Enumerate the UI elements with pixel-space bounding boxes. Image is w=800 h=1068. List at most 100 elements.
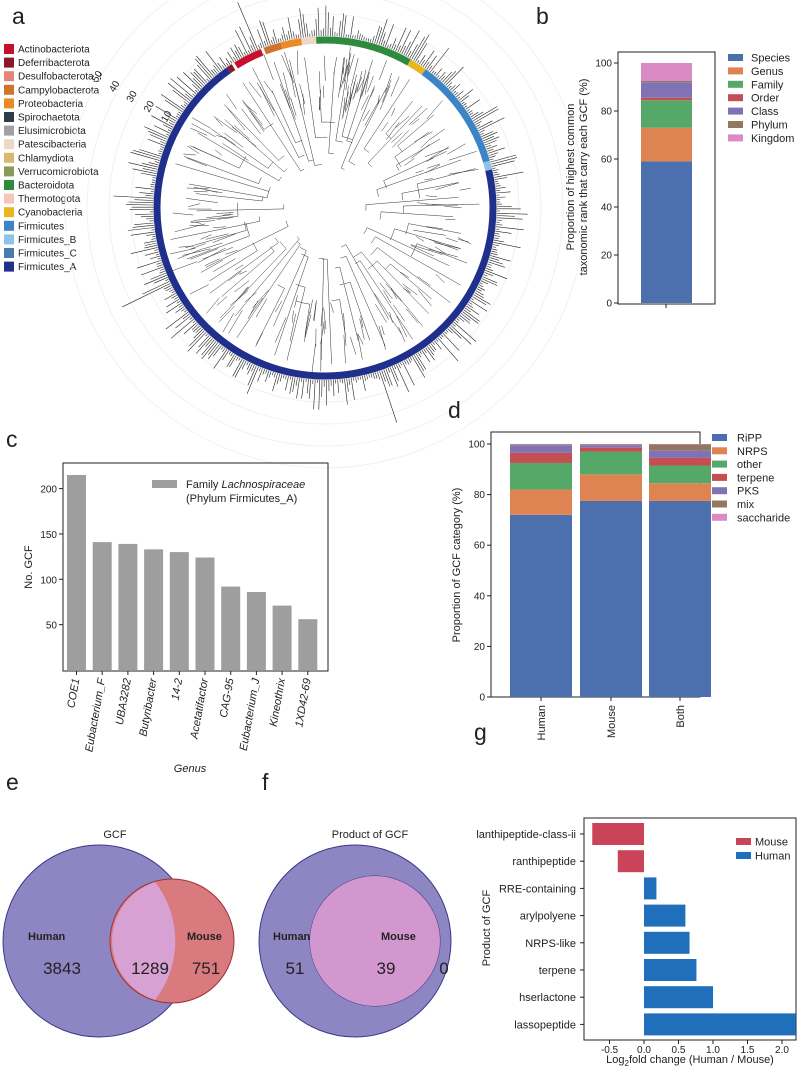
bar-arylpolyene	[644, 904, 686, 927]
legend-swatch-saccharide	[712, 513, 727, 521]
radial-tick-label: 20	[142, 99, 157, 115]
x-tick-label-coe1: COE1	[65, 677, 82, 709]
bar-both-terpene	[649, 457, 711, 466]
legend-label-order: Order	[751, 93, 779, 105]
bar-human-nrps	[510, 489, 572, 515]
y-tick-label: 100	[468, 440, 485, 451]
bar-acetatifactor	[195, 557, 215, 670]
legend-swatch-order	[728, 94, 743, 102]
y-axis-label: Proportion of GCF category (%)	[451, 488, 463, 643]
bar-human-mix	[510, 444, 572, 446]
y-tick-label: 50	[46, 621, 58, 632]
x-tick-label-uba3282: UBA3282	[114, 677, 134, 725]
bar-1xd42-69	[298, 619, 318, 670]
legend-swatch-human	[736, 852, 751, 859]
bar-segment-species	[641, 161, 692, 303]
legend-label-verrucomicrobiota: Verrucomicrobiota	[18, 167, 99, 178]
bar-ranthipeptide	[617, 850, 644, 873]
panel-a: a Actinobacteriota Deferribacterota Desulfo…	[4, 0, 586, 469]
bar-segment-phylum	[641, 81, 692, 83]
legend-label-pks: PKS	[737, 486, 759, 498]
venn-count-intersection: 1289	[131, 959, 169, 978]
bar-both-pks	[649, 450, 711, 458]
legend-swatch-firmicutes	[4, 220, 14, 231]
bar-hserlactone	[644, 986, 713, 1009]
x-tick-label-1xd42-69: 1XD42-69	[293, 677, 313, 728]
legend-swatch-chlamydiota	[4, 152, 14, 163]
bar-segment-genus	[641, 127, 692, 162]
legend-label-human: Human	[755, 851, 790, 863]
legend-label-firmicutes-a: Firmicutes_A	[18, 262, 77, 273]
bar-both-mix	[649, 444, 711, 451]
venn-intersection	[112, 882, 176, 1000]
legend-label-proteobacteria: Proteobacteria	[18, 99, 83, 110]
y-tick-label: 60	[474, 541, 486, 552]
legend-label-saccharide: saccharide	[737, 512, 790, 524]
radial-ring	[152, 35, 498, 381]
panel-d: d 0 20 40 60 80 100 Human Mouse Both RiPPNRPSother…	[448, 397, 790, 740]
bar-segment-kingdom	[641, 63, 692, 81]
bar-mouse-ripp	[580, 500, 642, 697]
x-axis-label-log: Log	[606, 1054, 624, 1066]
legend-label-species: Species	[751, 53, 791, 65]
y-axis-label: Proportion of highest commontaxonomic ra…	[565, 79, 590, 276]
venn-count-mouse-only: 751	[192, 959, 220, 978]
bar-rre-containing	[644, 877, 657, 900]
legend-label-thermotogota: Thermotogota	[18, 194, 81, 205]
panel-c: c 50 100 150 200 COE1 Eubacterium_F UBA3282 Buty…	[6, 426, 329, 775]
bar-nrps-like	[644, 931, 690, 954]
bar-mouse-nrps	[580, 474, 642, 501]
bar-mouse-terpene	[580, 447, 642, 452]
plot-frame	[583, 817, 797, 1041]
x-tick-label-cag-95: CAG-95	[218, 677, 237, 719]
y-tick-label: 100	[40, 575, 57, 586]
legend-label-line2: (Phylum Firmicutes_A)	[186, 493, 297, 505]
legend-swatch-kingdom	[728, 134, 743, 142]
panel-label-b: b	[536, 3, 549, 29]
legend-label-chlamydiota: Chlamydiota	[18, 153, 74, 164]
venn-count-mouse-only: 0	[439, 959, 448, 978]
radial-ring	[108, 0, 542, 425]
x-tick-label-mouse: Mouse	[606, 705, 618, 738]
x-axis-label-sub: 2	[624, 1059, 629, 1068]
x-tick-label-acetatifactor: Acetatifactor	[188, 676, 211, 741]
legend-label-desulfobacterota-i: Desulfobacterota_I	[18, 72, 102, 83]
y-tick-label: 150	[40, 530, 57, 541]
legend-label-cyanobacteria: Cyanobacteria	[18, 208, 83, 219]
bar-segment-order	[641, 97, 692, 101]
x-axis-label: Genus	[174, 763, 207, 775]
bar-cag-95	[221, 586, 241, 670]
bar-mouse-mix	[580, 444, 642, 446]
legend-label-firmicutes: Firmicutes	[18, 221, 64, 232]
venn-set-label-mouse: Mouse	[187, 931, 222, 943]
legend-label-deferribacterota: Deferribacterota	[18, 58, 90, 69]
bar-lanthipeptide-class-ii	[592, 823, 644, 845]
bar-both-nrps	[649, 483, 711, 501]
x-tick-label-eubacterium-f: Eubacterium_F	[83, 676, 108, 753]
venn-set-label-human: Human	[28, 931, 66, 943]
legend-label-firmicutes-b: Firmicutes_B	[18, 235, 77, 246]
radial-tick-label: 50	[90, 69, 105, 85]
bar-both-saccharide	[649, 444, 711, 445]
radial-tick-label: 10	[159, 109, 174, 125]
y-tick-label: 40	[601, 203, 613, 214]
legend-swatch-ripp	[712, 434, 727, 441]
radial-tick-label: 30	[125, 89, 140, 105]
x-tick-label-kineothrix: Kineothrix	[268, 677, 288, 728]
radial-ring	[130, 13, 520, 403]
legend-label-elusimicrobiota: Elusimicrobiota	[18, 126, 86, 137]
bar-mouse-pks	[580, 445, 642, 448]
y-tick-label-hserlactone: hserlactone	[519, 992, 576, 1004]
legend-swatch-spirochaetota	[4, 112, 14, 122]
legend-label-ripp: RiPP	[737, 433, 762, 445]
legend-label-firmicutes-c: Firmicutes_C	[18, 249, 77, 260]
panel-e: e GCF Human Mouse 3843 1289 751	[2, 769, 235, 1038]
venn-set-label-human: Human	[273, 931, 311, 943]
x-tick-label-human: Human	[536, 705, 548, 740]
legend-swatch-campylobacterota	[4, 84, 14, 95]
bar-eubacterium-f	[92, 542, 112, 670]
bar-lassopeptide	[644, 1013, 796, 1036]
clade-ring-firmicutes-a	[153, 67, 497, 380]
bar-kineothrix	[272, 605, 292, 670]
